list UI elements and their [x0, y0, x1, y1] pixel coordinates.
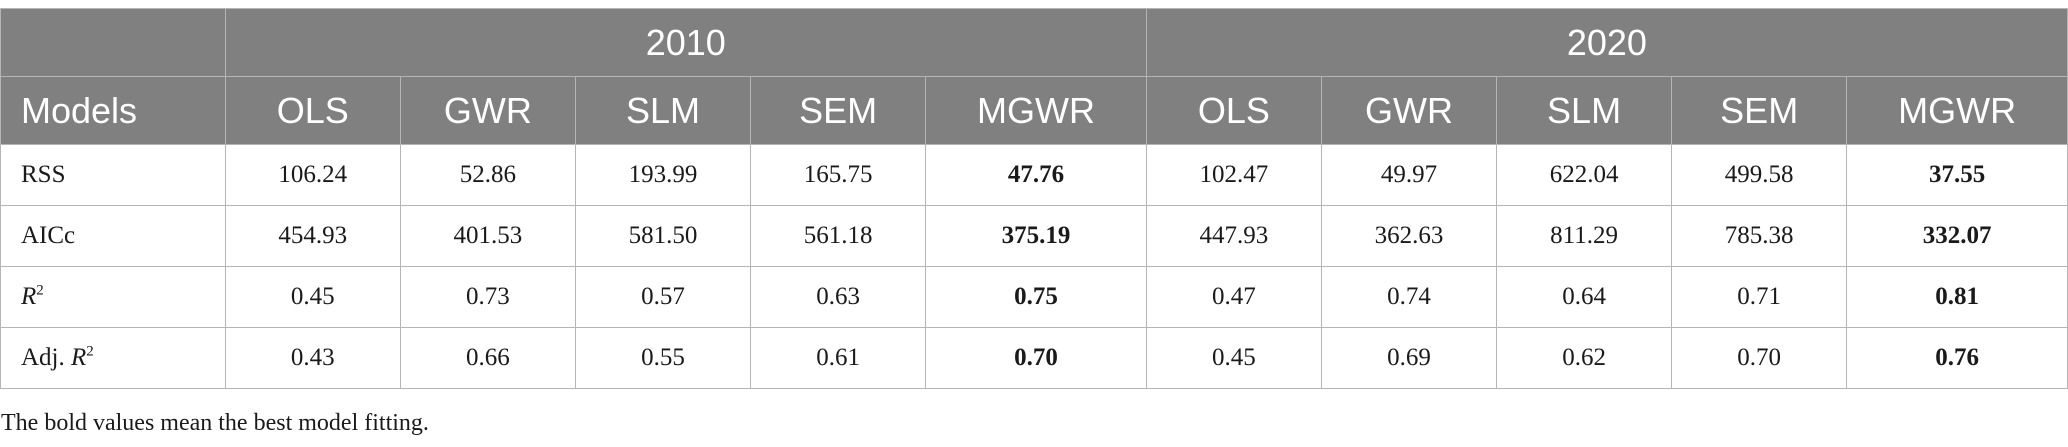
table-cell: 47.76: [925, 144, 1147, 206]
model-header-cell: SEM: [1671, 76, 1848, 145]
model-comparison-table-wrapper: 2010 2020 Models OLS GWR SLM SEM MGWR OL…: [0, 8, 2068, 389]
table-cell: 0.45: [224, 266, 401, 328]
table-body: RSS 106.24 52.86 193.99 165.75 47.76 102…: [0, 144, 2068, 389]
row-label-superscript: 2: [86, 343, 94, 360]
model-header-cell: SLM: [574, 76, 752, 145]
table-cell: 0.45: [1145, 327, 1322, 389]
row-label: AICc: [0, 205, 226, 267]
table-row-adj-r-squared: Adj. R2 0.43 0.66 0.55 0.61 0.70 0.45 0.…: [0, 327, 2068, 389]
table-cell: 102.47: [1145, 144, 1322, 206]
table-cell: 0.64: [1496, 266, 1673, 328]
table-row-aicc: AICc 454.93 401.53 581.50 561.18 375.19 …: [0, 205, 2068, 267]
row-label-prefix: Adj.: [21, 344, 71, 371]
table-cell: 622.04: [1496, 144, 1673, 206]
row-label: R2: [0, 266, 226, 328]
table-cell: 0.76: [1846, 327, 2068, 389]
table-cell: 37.55: [1846, 144, 2068, 206]
table-cell: 332.07: [1846, 205, 2068, 267]
table-cell: 0.75: [925, 266, 1147, 328]
table-cell: 499.58: [1671, 144, 1848, 206]
table-cell: 0.81: [1846, 266, 2068, 328]
table-cell: 811.29: [1496, 205, 1673, 267]
row-label: RSS: [0, 144, 226, 206]
model-header-cell: SEM: [750, 76, 927, 145]
table-cell: 0.62: [1496, 327, 1673, 389]
table-cell: 49.97: [1320, 144, 1498, 206]
model-header-cell: GWR: [1320, 76, 1498, 145]
row-label-symbol: R: [71, 344, 87, 371]
table-cell: 0.55: [574, 327, 752, 389]
table-cell: 0.70: [925, 327, 1147, 389]
models-column-header: Models: [0, 76, 226, 145]
table-cell: 0.43: [224, 327, 401, 389]
table-cell: 362.63: [1320, 205, 1498, 267]
table-cell: 0.73: [399, 266, 576, 328]
model-header-cell: GWR: [399, 76, 576, 145]
table-cell: 165.75: [750, 144, 927, 206]
table-cell: 0.57: [574, 266, 752, 328]
table-header: 2010 2020 Models OLS GWR SLM SEM MGWR OL…: [0, 8, 2068, 145]
model-header-cell: MGWR: [925, 76, 1147, 145]
table-cell: 52.86: [399, 144, 576, 206]
year-header-2010: 2010: [224, 8, 1147, 77]
row-label: Adj. R2: [0, 327, 226, 389]
model-header-row: Models OLS GWR SLM SEM MGWR OLS GWR SLM …: [0, 76, 2068, 145]
table-cell: 0.74: [1320, 266, 1498, 328]
table-cell: 0.61: [750, 327, 927, 389]
table-cell: 785.38: [1671, 205, 1848, 267]
row-label-symbol: R: [21, 283, 37, 310]
table-cell: 106.24: [224, 144, 401, 206]
table-cell: 375.19: [925, 205, 1147, 267]
model-comparison-table: 2010 2020 Models OLS GWR SLM SEM MGWR OL…: [0, 8, 2068, 389]
year-header-2020: 2020: [1145, 8, 2068, 77]
table-cell: 0.70: [1671, 327, 1848, 389]
table-cell: 581.50: [574, 205, 752, 267]
table-cell: 0.63: [750, 266, 927, 328]
table-cell: 454.93: [224, 205, 401, 267]
model-header-cell: OLS: [224, 76, 401, 145]
table-cell: 0.47: [1145, 266, 1322, 328]
table-cell: 0.66: [399, 327, 576, 389]
table-row-r-squared: R2 0.45 0.73 0.57 0.63 0.75 0.47 0.74 0.…: [0, 266, 2068, 328]
table-cell: 0.71: [1671, 266, 1848, 328]
table-cell: 447.93: [1145, 205, 1322, 267]
year-header-row: 2010 2020: [0, 8, 2068, 77]
model-header-cell: MGWR: [1846, 76, 2068, 145]
header-corner-cell: [0, 8, 226, 77]
row-label-superscript: 2: [36, 282, 44, 299]
table-footnote: The bold values mean the best model fitt…: [1, 410, 429, 436]
table-cell: 0.69: [1320, 327, 1498, 389]
model-header-cell: OLS: [1145, 76, 1322, 145]
table-cell: 561.18: [750, 205, 927, 267]
table-row-rss: RSS 106.24 52.86 193.99 165.75 47.76 102…: [0, 144, 2068, 206]
table-cell: 193.99: [574, 144, 752, 206]
model-header-cell: SLM: [1496, 76, 1673, 145]
table-cell: 401.53: [399, 205, 576, 267]
